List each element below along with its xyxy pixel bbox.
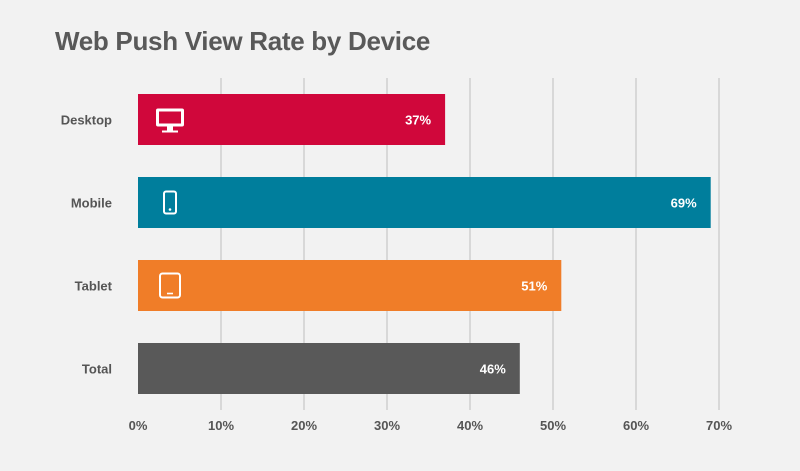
bar-tablet xyxy=(138,260,562,311)
x-tick-label: 50% xyxy=(540,418,566,433)
monitor-screen-inner xyxy=(159,111,181,124)
bar-desktop xyxy=(138,94,446,145)
phone-body xyxy=(163,190,177,215)
mobile-phone-icon xyxy=(163,190,177,215)
category-label: Desktop xyxy=(61,113,112,128)
x-tick-label: 20% xyxy=(291,418,317,433)
bar-mobile xyxy=(138,177,711,228)
value-label: 46% xyxy=(480,362,506,377)
tablet-icon xyxy=(159,272,181,299)
bar-total xyxy=(138,343,520,394)
category-label: Mobile xyxy=(71,196,112,211)
monitor-neck xyxy=(167,126,173,131)
desktop-monitor-icon xyxy=(156,108,184,133)
x-tick-label: 70% xyxy=(706,418,732,433)
value-label: 69% xyxy=(671,196,697,211)
x-tick-label: 0% xyxy=(129,418,148,433)
chart-title: Web Push View Rate by Device xyxy=(55,26,431,56)
category-label: Tablet xyxy=(75,279,113,294)
x-tick-label: 60% xyxy=(623,418,649,433)
value-label: 37% xyxy=(405,113,431,128)
x-tick-label: 30% xyxy=(374,418,400,433)
monitor-stand xyxy=(162,130,178,133)
category-label: Total xyxy=(82,362,112,377)
x-tick-label: 40% xyxy=(457,418,483,433)
value-label: 51% xyxy=(521,279,547,294)
x-tick-label: 10% xyxy=(208,418,234,433)
tablet-body xyxy=(159,272,181,299)
phone-button xyxy=(168,208,172,211)
